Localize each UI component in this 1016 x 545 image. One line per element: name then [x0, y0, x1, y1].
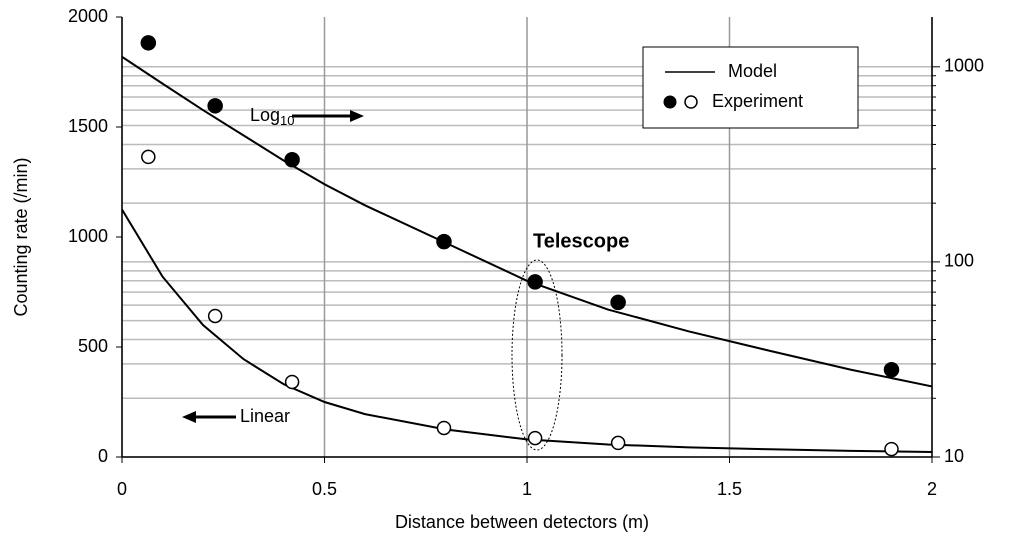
model-line	[121, 208, 933, 453]
x-tick-label: 1.5	[717, 479, 742, 499]
legend-label: Model	[728, 61, 777, 81]
x-tick-label: 0.5	[312, 479, 337, 499]
open-point	[207, 308, 223, 324]
axes: 0 0.5 1 1.5 2 0 500 1000 1500 2000 10 100 1000	[68, 6, 984, 499]
y-tick-label: 2000	[68, 6, 108, 26]
filled-point	[284, 151, 300, 168]
log-text: Log	[250, 105, 280, 125]
telescope-label: Telescope	[533, 230, 629, 252]
open-point	[610, 435, 626, 451]
y2-tick-label: 10	[944, 446, 964, 466]
log-arrow-head	[350, 110, 364, 122]
model-line	[121, 55, 933, 388]
filled-point	[610, 294, 626, 311]
linear-label: Linear	[240, 406, 290, 426]
open-point	[141, 149, 156, 165]
y-tick-label: 500	[78, 336, 108, 356]
y-tick-label: 1000	[68, 226, 108, 246]
marks	[121, 35, 933, 457]
legend-marker	[663, 95, 677, 109]
open-point	[527, 430, 543, 446]
open-point	[284, 374, 300, 390]
open-point	[436, 420, 452, 436]
filled-point	[140, 35, 157, 51]
legend-box	[642, 46, 859, 129]
legend-label: Experiment	[712, 91, 803, 111]
legend-marker	[684, 95, 698, 109]
y-axis-label: Counting rate (/min)	[11, 157, 31, 316]
log-label: Log10	[250, 105, 295, 129]
x-tick-label: 1	[522, 479, 532, 499]
y-tick-label: 1500	[68, 116, 108, 136]
x-tick-label: 0	[117, 479, 127, 499]
filled-point	[436, 233, 452, 250]
x-axis-label: Distance between detectors (m)	[395, 512, 649, 532]
log-subscript: 10	[280, 113, 294, 128]
legend: Model Experiment	[642, 46, 859, 129]
linear-arrow-head	[182, 411, 196, 423]
y2-tick-label: 100	[944, 251, 974, 271]
y2-tick-label: 1000	[944, 56, 984, 76]
telescope-ellipse	[511, 259, 563, 451]
filled-point	[207, 98, 223, 114]
filled-point	[883, 362, 900, 378]
filled-point	[527, 274, 543, 290]
open-point	[884, 441, 899, 457]
x-tick-label: 2	[927, 479, 937, 499]
y-tick-label: 0	[98, 446, 108, 466]
